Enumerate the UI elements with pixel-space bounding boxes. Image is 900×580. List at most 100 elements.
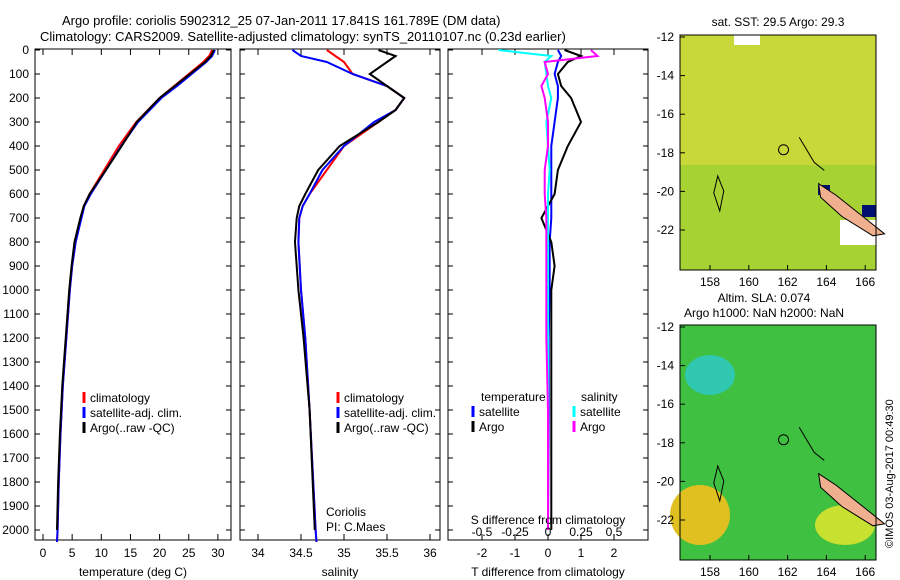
y-tick-label: 400 [9, 139, 29, 153]
title-line-2: Climatology: CARS2009. Satellite-adjuste… [40, 29, 566, 44]
argo-location-marker [778, 434, 790, 446]
x-tick-label: 158 [700, 275, 720, 289]
x-tick-label: 5 [69, 546, 76, 560]
x-axis-label: salinity [322, 565, 359, 579]
y-tick-label: 1800 [2, 475, 29, 489]
x-tick-label: 35.5 [375, 546, 399, 560]
y-tick-label: 1900 [2, 499, 29, 513]
sst-cold-patch [862, 205, 876, 217]
y-tick-label: -12 [657, 320, 675, 334]
legend-label: Argo [479, 420, 505, 434]
y-tick-label: 0 [22, 43, 29, 57]
y-tick-label: -20 [657, 474, 675, 488]
x-tick-label: 162 [778, 565, 798, 579]
legend-label: Argo(..raw -QC) [90, 421, 175, 435]
watermark: ©IMOS 03-Aug-2017 00:49:30 [884, 399, 896, 548]
x-tick-label: -1 [510, 546, 521, 560]
series-line-argo [293, 49, 406, 531]
y-tick-label: 2000 [2, 523, 29, 537]
series-line-s-argo [540, 49, 600, 530]
x-tick-label: 160 [739, 565, 759, 579]
x-tick-label: 15 [124, 546, 138, 560]
argo-location-marker [778, 144, 790, 156]
series-line-argo [55, 49, 215, 531]
y-tick-label: 300 [9, 115, 29, 129]
x-tick-label: 166 [855, 275, 875, 289]
y-tick-label: 800 [9, 235, 29, 249]
legend-label: climatology [344, 391, 404, 405]
y-tick-label: 200 [9, 91, 29, 105]
x-tick-label: 30 [211, 546, 225, 560]
new-caledonia-land [817, 472, 886, 527]
x2-tick-label: 0.5 [606, 525, 623, 539]
legend-label: climatology [90, 391, 150, 405]
reef-outline [713, 137, 825, 213]
x-axis-label: temperature (deg C) [79, 565, 187, 579]
y-tick-label: 1400 [2, 379, 29, 393]
y-tick-label: 1700 [2, 451, 29, 465]
title-line-1: Argo profile: coriolis 5902312_25 07-Jan… [62, 13, 501, 28]
y-tick-label: 1600 [2, 427, 29, 441]
x-tick-label: 2 [611, 546, 618, 560]
x-tick-label: 162 [778, 275, 798, 289]
x-axis-label: T difference from climatology [471, 565, 625, 579]
y-tick-label: 1200 [2, 331, 29, 345]
x2-tick-label: -0.25 [501, 525, 529, 539]
series-line-t-satellite [547, 49, 563, 531]
legend-label: satellite [580, 405, 621, 419]
x-tick-label: 20 [153, 546, 167, 560]
y-tick-label: 1000 [2, 283, 29, 297]
x-tick-label: 160 [739, 275, 759, 289]
y-tick-label: -22 [657, 223, 675, 237]
legend-label: Argo [580, 420, 606, 434]
new-caledonia-land [817, 182, 886, 237]
missing-data [734, 35, 760, 45]
reef-outline [713, 427, 825, 503]
legend-label: satellite [479, 405, 520, 419]
x2-tick-label: 0.25 [569, 525, 593, 539]
x2-axis-label: S difference from climatology [471, 513, 626, 527]
y-tick-label: -18 [657, 146, 675, 160]
y-tick-label: 600 [9, 187, 29, 201]
x-tick-label: -2 [477, 546, 488, 560]
map-title: sat. SST: 29.5 Argo: 29.3 [712, 15, 845, 29]
y-tick-label: -14 [657, 69, 675, 83]
legend-label: satellite-adj. clim. [90, 406, 182, 420]
x-tick-label: 25 [182, 546, 196, 560]
annotation-institution: Coriolis [326, 505, 366, 519]
series-line-satellite-adj-clim- [291, 49, 406, 543]
x-tick-label: 158 [700, 565, 720, 579]
y-tick-label: 1500 [2, 403, 29, 417]
x-tick-label: 34.5 [289, 546, 313, 560]
y-tick-label: -16 [657, 397, 675, 411]
x-tick-label: 34 [251, 546, 265, 560]
series-line-s-satellite [498, 49, 554, 530]
y-tick-label: 500 [9, 163, 29, 177]
y-tick-label: 700 [9, 211, 29, 225]
y-tick-label: 100 [9, 67, 29, 81]
x-tick-label: 10 [95, 546, 109, 560]
legend-label: satellite-adj. clim. [344, 406, 436, 420]
x-tick-label: 35 [337, 546, 351, 560]
map-subtitle: Argo h1000: NaN h2000: NaN [684, 306, 844, 320]
plot-frame [34, 48, 232, 541]
x-tick-label: 0 [545, 546, 552, 560]
legend-title-temperature: temperature [481, 390, 546, 404]
y-tick-label: -18 [657, 436, 675, 450]
map-title: Altim. SLA: 0.074 [718, 291, 811, 305]
x-tick-label: 36 [423, 546, 437, 560]
y-tick-label: -22 [657, 513, 675, 527]
x2-tick-label: -0.5 [472, 525, 493, 539]
x-tick-label: 166 [855, 565, 875, 579]
annotation-pi: PI: C.Maes [326, 520, 385, 534]
y-tick-label: 1300 [2, 355, 29, 369]
y-tick-label: -14 [657, 359, 675, 373]
x-tick-label: 0 [40, 546, 47, 560]
plot-frame [239, 48, 441, 541]
y-tick-label: 1100 [3, 307, 29, 321]
y-tick-label: -16 [657, 107, 675, 121]
series-line-climatology [297, 49, 406, 543]
series-line-t-argo [540, 49, 584, 530]
